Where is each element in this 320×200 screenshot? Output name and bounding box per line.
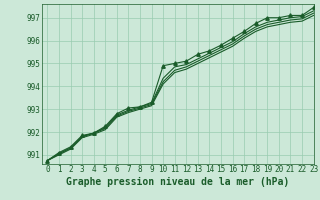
X-axis label: Graphe pression niveau de la mer (hPa): Graphe pression niveau de la mer (hPa) [66, 177, 289, 187]
